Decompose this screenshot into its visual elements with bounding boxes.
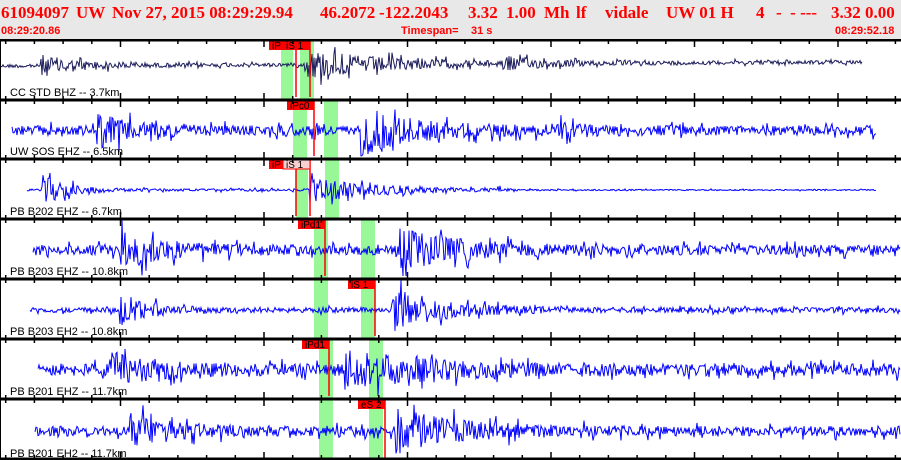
channel-label: UW SOS EHZ -- 6.5km (10, 146, 123, 158)
channel-panel[interactable]: iPc0 UW SOS EHZ -- 6.5km (10, 100, 877, 158)
channel-panel[interactable]: iP iS 1 CC STD BHZ -- 3.7km (0, 40, 863, 99)
pick-label-bg[interactable] (298, 219, 325, 229)
analyst: vidale (605, 3, 649, 22)
pick-label[interactable]: iS 1 (351, 280, 369, 291)
channel-label: PB B203 EHZ -- 10.8km (10, 266, 128, 278)
pick-label[interactable]: iP (272, 160, 281, 171)
pick-label[interactable]: iPc0 (290, 101, 310, 112)
extra-fields: - - --- (776, 3, 818, 22)
count: 4 (756, 3, 765, 22)
waveform-trace (0, 47, 863, 85)
magnitude-type: Mh (544, 3, 570, 22)
longitude: -122.2043 (379, 3, 449, 22)
pick-window[interactable] (325, 159, 339, 218)
depth: 3.32 (468, 3, 498, 22)
pick-label-bg[interactable] (269, 40, 296, 50)
pick-label[interactable]: iS 1 (286, 41, 304, 52)
timespan-label: Timespan= (401, 25, 459, 37)
channel-label: PB B201 EH2 -- 11.7km (10, 448, 127, 460)
pick-window[interactable] (314, 279, 328, 338)
latitude: 46.2072 (320, 3, 376, 22)
pick-window[interactable] (369, 339, 383, 398)
pick-window[interactable] (293, 100, 307, 158)
pick-label[interactable]: iS 1 (286, 160, 304, 171)
channel-panel[interactable]: iPd1 PB B203 EHZ -- 10.8km (10, 219, 901, 278)
event-id: 61094097 (1, 3, 69, 22)
end-time: 08:29:52.18 (835, 25, 895, 37)
waveform-trace (11, 109, 877, 157)
pick-label[interactable]: iPd1 (301, 220, 321, 231)
trailing-values: 3.32 0.00 (831, 3, 895, 22)
pick-label-bg[interactable] (283, 40, 310, 50)
waveform-trace (29, 279, 901, 331)
channel-panel[interactable]: eS 2 PB B201 EH2 -- 11.7km (10, 399, 901, 460)
origin-datetime: Nov 27, 2015 08:29:29.94 (112, 3, 293, 22)
channel-label: PB B203 EH2 -- 10.8km (10, 326, 127, 338)
event-header: 61094097 UW Nov 27, 2015 08:29:29.94 46.… (0, 0, 901, 39)
channel-panel[interactable]: iPd1 PB B201 EHZ -- 11.7km (10, 339, 901, 398)
pick-label-bg[interactable] (269, 159, 283, 169)
channel-label: PB B201 EHZ -- 11.7km (10, 386, 127, 398)
pick-window[interactable] (324, 100, 338, 158)
pick-window[interactable] (281, 40, 293, 99)
pick-label[interactable]: eS 2 (361, 400, 382, 411)
source: UW 01 H (666, 3, 734, 22)
pick-window[interactable] (296, 159, 308, 218)
channel-panel[interactable]: iS 1 PB B203 EH2 -- 10.8km (10, 279, 901, 338)
event-network: UW (76, 3, 106, 22)
pick-label-bg[interactable] (348, 279, 375, 289)
pick-label[interactable]: iP (272, 41, 281, 52)
pick-label[interactable]: iPd1 (305, 340, 325, 351)
pick-window[interactable] (361, 279, 375, 338)
seismogram-panels[interactable]: iP iS 1 CC STD BHZ -- 3.7km iPc0 UW SOS EHZ … (0, 39, 901, 460)
pick-label-bg[interactable] (302, 339, 329, 349)
channel-label: CC STD BHZ -- 3.7km (10, 87, 119, 99)
waveform-trace (37, 348, 901, 397)
waveform-trace (34, 404, 901, 454)
timespan-value: 31 s (471, 25, 493, 37)
event-type: lf (576, 3, 587, 22)
channel-label: PB B202 EHZ -- 6.7km (10, 206, 122, 218)
start-time: 08:29:20.86 (1, 25, 61, 37)
pick-window[interactable] (319, 399, 333, 460)
magnitude: 1.00 (506, 3, 536, 22)
waveform-trace (26, 172, 877, 205)
channel-panel[interactable]: iP iS 1 PB B202 EHZ -- 6.7km (10, 158, 877, 218)
pick-label-bg[interactable] (287, 100, 314, 110)
waveform-trace (32, 219, 901, 277)
pick-label-bg[interactable] (358, 399, 385, 409)
